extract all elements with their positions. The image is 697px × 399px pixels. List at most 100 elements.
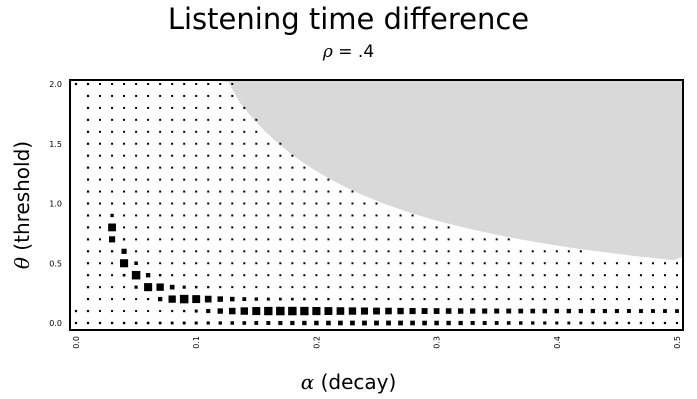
cell-marker [123, 142, 126, 145]
cell-marker [423, 250, 426, 253]
cell-marker [243, 178, 246, 181]
cell-marker [266, 321, 271, 325]
cell-marker [231, 214, 234, 217]
cell-marker [519, 298, 522, 301]
cell-marker [351, 238, 354, 241]
x-tick-label: 0.1 [192, 336, 201, 349]
cell-marker [86, 309, 90, 313]
cell-marker [591, 262, 594, 265]
cell-marker [207, 250, 210, 253]
cell-marker [303, 166, 306, 169]
cell-marker [663, 298, 666, 301]
cell-marker [543, 274, 546, 277]
cell-marker [566, 308, 572, 314]
cell-marker [219, 238, 222, 241]
cell-marker [542, 308, 548, 314]
cell-marker [519, 250, 522, 253]
cell-marker [111, 130, 114, 133]
cell-marker [243, 142, 246, 145]
cell-marker [327, 274, 330, 277]
cell-marker [676, 262, 678, 265]
cell-marker [278, 297, 282, 301]
cell-marker [291, 286, 294, 289]
cell-marker [231, 286, 234, 289]
cell-marker [351, 262, 354, 265]
cell-marker [303, 297, 306, 301]
cell-marker [507, 274, 510, 277]
cell-marker [195, 130, 198, 133]
cell-marker [339, 274, 342, 277]
cell-marker [458, 320, 463, 326]
cell-marker [242, 297, 247, 302]
cell-marker [240, 307, 248, 315]
cell-marker [363, 238, 366, 241]
cell-marker [351, 226, 354, 229]
cell-marker [579, 298, 582, 301]
cell-marker [410, 320, 415, 326]
cell-marker [291, 166, 294, 169]
cell-marker [255, 190, 258, 193]
cell-marker [362, 320, 367, 326]
cell-marker [303, 178, 306, 181]
cell-marker [471, 250, 474, 253]
cell-marker [255, 214, 258, 217]
cell-marker [183, 190, 186, 193]
y-tick-label: 0.5 [49, 259, 62, 268]
cell-marker [99, 118, 102, 121]
cell-marker [363, 262, 366, 265]
cell-marker [279, 166, 282, 169]
cell-marker [183, 94, 186, 97]
cell-marker [543, 321, 547, 325]
cell-marker [183, 226, 186, 229]
cell-marker [639, 274, 642, 277]
cell-marker [543, 286, 546, 289]
cell-marker [147, 94, 150, 97]
cell-marker [145, 273, 151, 278]
cell-marker [267, 214, 270, 217]
cell-marker [219, 83, 222, 85]
cell-marker [255, 286, 258, 289]
cell-marker [676, 274, 678, 277]
cell-marker [135, 190, 138, 193]
cell-marker [543, 298, 546, 301]
cell-marker [375, 298, 378, 301]
cell-marker [567, 298, 570, 301]
cell-marker [99, 94, 102, 97]
cell-marker [219, 178, 222, 181]
cell-marker [254, 297, 258, 301]
cell-marker [279, 190, 282, 193]
cell-marker [147, 83, 150, 85]
cell-marker [495, 298, 498, 301]
cell-marker [423, 238, 426, 241]
cell-marker [315, 190, 318, 193]
cell-marker [411, 214, 414, 217]
cell-marker [86, 238, 90, 241]
cell-marker [363, 274, 366, 277]
cell-marker [195, 142, 198, 145]
cell-marker [195, 214, 198, 217]
cell-marker [86, 202, 90, 205]
cell-marker [315, 250, 318, 253]
cell-marker [495, 250, 498, 253]
cell-marker [169, 284, 175, 290]
cell-marker [135, 94, 138, 97]
cell-marker [375, 226, 378, 229]
cell-marker [122, 321, 126, 325]
cell-marker [591, 274, 594, 277]
empty-region [216, 81, 683, 261]
cell-marker [519, 262, 522, 265]
cell-marker [279, 154, 282, 157]
cell-marker [255, 238, 258, 241]
cell-marker [327, 286, 330, 289]
cell-marker [135, 130, 138, 133]
cell-marker [279, 238, 282, 241]
cell-marker [195, 166, 198, 169]
cell-marker [423, 298, 426, 301]
cell-marker [626, 309, 631, 314]
cell-marker [255, 178, 258, 181]
cell-marker [266, 297, 270, 301]
cell-marker [351, 250, 354, 253]
cell-marker [291, 202, 294, 205]
cell-marker [255, 142, 258, 145]
cell-marker [387, 214, 390, 217]
